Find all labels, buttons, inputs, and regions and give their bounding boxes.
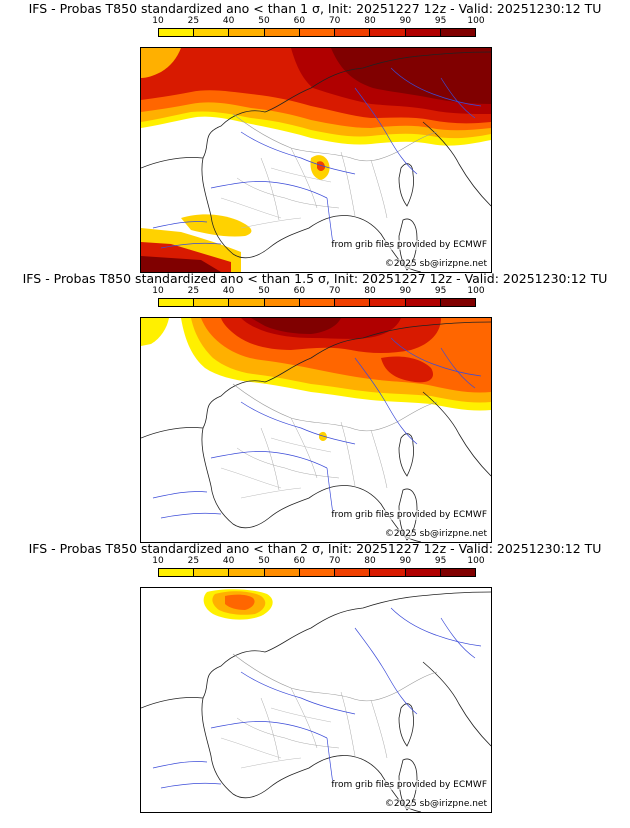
colorbar-segment (159, 299, 195, 306)
colorbar-segment (299, 29, 336, 36)
colorbar-tick-label: 95 (434, 16, 447, 26)
colorbar-segment (370, 569, 406, 576)
colorbar-segment (370, 29, 406, 36)
colorbar-segment (194, 569, 230, 576)
colorbar-tick-label: 90 (399, 556, 412, 566)
panel-1sigma: IFS - Probas T850 standardized ano < tha… (0, 0, 630, 273)
colorbar-segment (405, 299, 441, 306)
source-credit: from grib files provided by ECMWF (331, 510, 487, 520)
colorbar-tick-label: 80 (364, 16, 376, 26)
map-frame: from grib files provided by ECMWF ©2025 … (140, 587, 492, 813)
colorbar-segment (335, 299, 371, 306)
copyright: ©2025 sb@irizpne.net (384, 529, 487, 539)
colorbar-segment (229, 299, 265, 306)
probability-map (141, 48, 491, 272)
colorbar-tick-label: 50 (258, 556, 270, 566)
colorbar-tick-label: 70 (328, 286, 341, 296)
colorbar-tick-label: 10 (152, 556, 164, 566)
colorbar-tick-label: 95 (434, 556, 447, 566)
colorbar-tick-label: 60 (293, 556, 306, 566)
colorbar-segment (264, 569, 300, 576)
colorbar-labels: 10 25 40 50 60 70 80 90 95 100 (152, 16, 484, 28)
colorbar: 10 25 40 50 60 70 80 90 95 100 (152, 556, 485, 585)
colorbar-tick-label: 70 (328, 16, 341, 26)
source-credit: from grib files provided by ECMWF (331, 240, 487, 250)
colorbar-tick-label: 100 (467, 556, 485, 566)
probability-map (141, 318, 491, 542)
colorbar-segment (194, 299, 230, 306)
colorbar: 10 25 40 50 60 70 80 90 95 100 (152, 286, 485, 315)
colorbar-labels: 10 25 40 50 60 70 80 90 95 100 (152, 286, 484, 298)
colorbar: 10 25 40 50 60 70 80 90 95 100 (152, 16, 485, 45)
colorbar-tick-label: 80 (364, 556, 376, 566)
colorbar-labels: 10 25 40 50 60 70 80 90 95 100 (152, 556, 484, 568)
colorbar-tick-label: 25 (187, 556, 200, 566)
panel-title: IFS - Probas T850 standardized ano < tha… (28, 1, 602, 16)
colorbar-tick-label: 70 (328, 556, 341, 566)
colorbar-segment (335, 569, 371, 576)
colorbar-tick-label: 100 (467, 16, 485, 26)
colorbar-segment (440, 299, 475, 306)
source-credit: from grib files provided by ECMWF (331, 780, 487, 790)
copyright: ©2025 sb@irizpne.net (384, 799, 487, 809)
colorbar-segment (194, 29, 230, 36)
colorbar-segment (264, 299, 300, 306)
colorbar-segment (299, 569, 336, 576)
colorbar-tick-label: 50 (258, 286, 270, 296)
colorbar-segment (159, 29, 195, 36)
colorbar-tick-label: 25 (187, 16, 200, 26)
colorbar-tick-label: 10 (152, 286, 164, 296)
colorbar-segment (229, 29, 265, 36)
colorbar-tick-label: 60 (293, 16, 306, 26)
colorbar-tick-label: 50 (258, 16, 270, 26)
panel-1.5sigma: IFS - Probas T850 standardized ano < tha… (0, 270, 630, 543)
colorbar-tick-label: 40 (222, 286, 235, 296)
colorbar-segment (440, 29, 475, 36)
colorbar-segment (299, 299, 336, 306)
colorbar-segment (370, 299, 406, 306)
colorbar-tick-label: 90 (399, 16, 412, 26)
panel-title: IFS - Probas T850 standardized ano < tha… (28, 541, 602, 556)
colorbar-tick-label: 25 (187, 286, 200, 296)
colorbar-segment (159, 569, 195, 576)
colorbar-bar (158, 568, 476, 577)
colorbar-segment (440, 569, 475, 576)
colorbar-segment (335, 29, 371, 36)
colorbar-bar (158, 28, 476, 37)
colorbar-tick-label: 10 (152, 16, 164, 26)
colorbar-tick-label: 95 (434, 286, 447, 296)
colorbar-tick-label: 90 (399, 286, 412, 296)
map-frame: from grib files provided by ECMWF ©2025 … (140, 317, 492, 543)
probability-map (141, 589, 491, 812)
panel-title: IFS - Probas T850 standardized ano < tha… (22, 271, 608, 286)
colorbar-tick-label: 80 (364, 286, 376, 296)
colorbar-segment (405, 29, 441, 36)
colorbar-segment (405, 569, 441, 576)
panel-2sigma: IFS - Probas T850 standardized ano < tha… (0, 540, 630, 813)
colorbar-tick-label: 100 (467, 286, 485, 296)
copyright: ©2025 sb@irizpne.net (384, 259, 487, 269)
colorbar-tick-label: 40 (222, 16, 235, 26)
colorbar-bar (158, 298, 476, 307)
colorbar-segment (229, 569, 265, 576)
map-frame: from grib files provided by ECMWF ©2025 … (140, 47, 492, 273)
colorbar-tick-label: 40 (222, 556, 235, 566)
colorbar-segment (264, 29, 300, 36)
colorbar-tick-label: 60 (293, 286, 306, 296)
